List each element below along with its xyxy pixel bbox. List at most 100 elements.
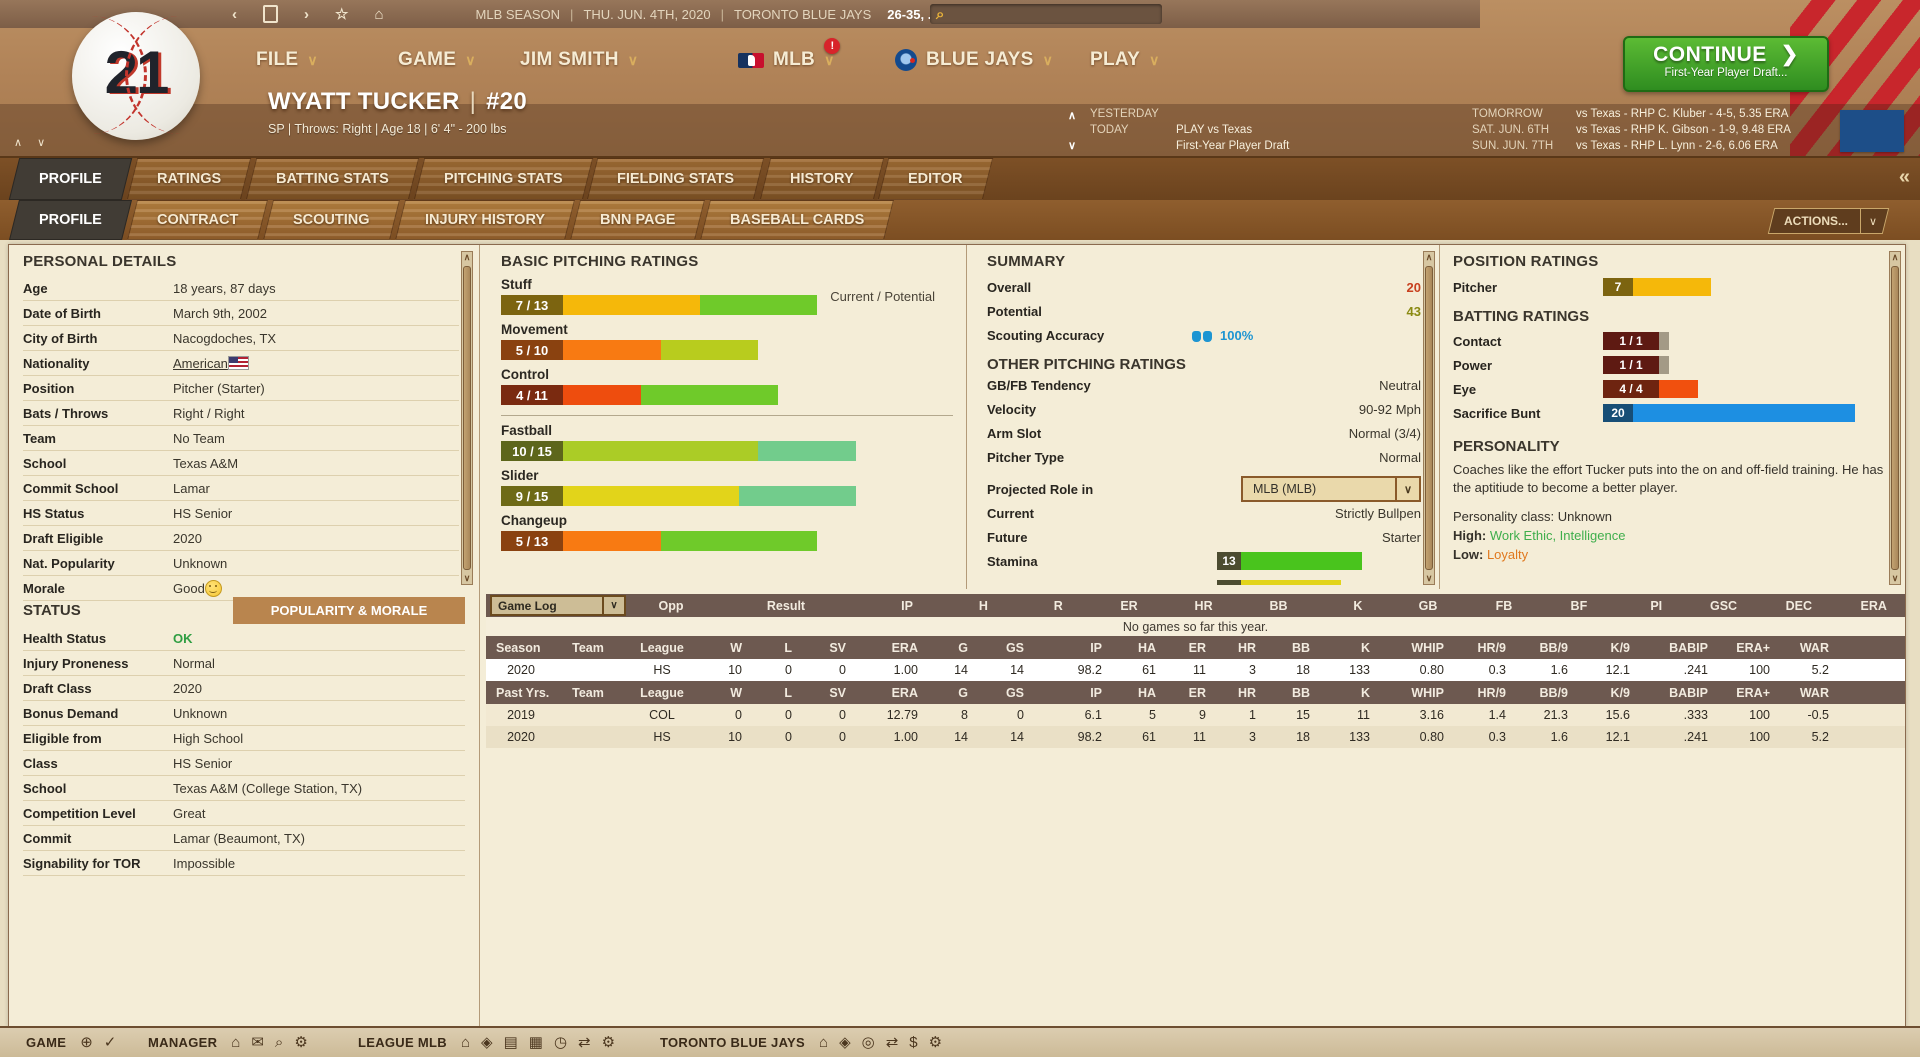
gear-icon[interactable]: ⚙ xyxy=(294,1034,308,1051)
continue-button[interactable]: CONTINUE ❯ First-Year Player Draft... xyxy=(1623,36,1829,92)
home-icon[interactable]: ⌂ xyxy=(819,1034,829,1051)
stats-cell: BABIP xyxy=(1669,685,1708,700)
future-role-value: Starter xyxy=(1381,529,1421,545)
projected-role-dropdown[interactable]: MLB (MLB) ∨ xyxy=(1241,476,1421,502)
collapse-panel-icon[interactable]: « xyxy=(1898,166,1910,188)
detail-row: Nat. Popularity Unknown xyxy=(23,551,459,576)
scrollbar-right[interactable]: ∧ ∨ xyxy=(1889,251,1901,585)
game-log-column-header: PI xyxy=(1650,598,1663,613)
detail-value: Lamar xyxy=(173,480,210,496)
bottom-section-label[interactable]: TORONTO BLUE JAYS xyxy=(660,1035,806,1050)
rating-row: Eye 4 / 4 xyxy=(1453,377,1887,401)
stats-cell: 0 xyxy=(785,708,792,722)
table-row[interactable]: 2020 HS 10 0 0 1.00 14 14 98.2 61 11 3 18 133 0.80 0.3 1… xyxy=(486,726,1905,748)
target-icon[interactable]: ◎ xyxy=(861,1034,875,1051)
menu-play[interactable]: PLAY ∨ xyxy=(1090,36,1159,84)
scroll-thumb[interactable] xyxy=(1891,266,1899,570)
game-log-column-header: FB xyxy=(1495,598,1513,613)
tab-profile[interactable]: PROFILE xyxy=(8,158,133,200)
detail-label: Injury Proneness xyxy=(23,655,129,671)
rating-name: Power xyxy=(1453,357,1493,373)
subtab-contract[interactable]: CONTRACT xyxy=(126,200,269,240)
forward-icon[interactable]: › xyxy=(304,5,309,23)
binoculars-icon xyxy=(1192,329,1212,342)
stats-cell: 15 xyxy=(1296,708,1310,722)
scroll-up-icon[interactable]: ∧ xyxy=(1891,252,1899,262)
tab-pitching-stats[interactable]: PITCHING STATS xyxy=(413,158,593,200)
pin-icon[interactable]: ◈ xyxy=(839,1034,851,1051)
menu-jim-smith[interactable]: JIM SMITH ∨ xyxy=(520,36,638,84)
menu-game[interactable]: GAME ∨ xyxy=(398,36,475,84)
search-icon[interactable]: ⌕ xyxy=(274,1034,284,1051)
subtab-scouting[interactable]: SCOUTING xyxy=(263,200,400,240)
rating-value-label: 9 / 15 xyxy=(501,486,563,506)
dollar-icon[interactable]: $ xyxy=(909,1034,918,1051)
check-icon[interactable]: ✓ xyxy=(103,1034,117,1051)
scroll-down-icon[interactable]: ∨ xyxy=(1891,573,1899,583)
table-row[interactable]: 2019 COL 0 0 0 12.79 8 0 6.1 5 9 1 15 11 3.16 1.4 21.3 15… xyxy=(486,704,1905,726)
subtab-baseball-cards[interactable]: BASEBALL CARDS xyxy=(700,200,895,240)
subtab-injury-history[interactable]: INJURY HISTORY xyxy=(394,200,575,240)
home-icon[interactable]: ⌂ xyxy=(231,1034,241,1051)
schedule-collapse-up-icon[interactable]: ∧ xyxy=(1068,110,1077,122)
bottom-section-label[interactable]: GAME xyxy=(26,1035,67,1050)
position-ratings-panel: POSITION RATINGS Pitcher 7 BATTING RATING… xyxy=(1453,253,1887,585)
globe-icon[interactable]: ⊕ xyxy=(80,1034,93,1051)
bottom-toolbar: GAME ⊕ ✓ MANAGER ⌂ ✉ ⌕ ⚙ LEAGUE MLB ⌂ ◈ ▤ ▦ ◷ ⇄ ⚙ TORONT… xyxy=(0,1026,1920,1057)
trade-icon[interactable]: ⇄ xyxy=(578,1034,591,1051)
menu-blue-jays[interactable]: BLUE JAYS ∨ xyxy=(895,36,1053,84)
home-icon[interactable]: ⌂ xyxy=(460,1034,471,1051)
rating-value-label: 5 / 13 xyxy=(501,531,563,551)
scroll-down-icon[interactable]: ∨ xyxy=(1425,573,1433,583)
stats-cell: SV xyxy=(829,640,846,655)
card-icon[interactable]: ▤ xyxy=(503,1034,518,1051)
gear-icon[interactable]: ⚙ xyxy=(601,1034,616,1051)
home-icon[interactable]: ⌂ xyxy=(374,5,384,23)
tab-fielding-stats[interactable]: FIELDING STATS xyxy=(587,158,765,200)
game-log-column-header: ER xyxy=(1120,598,1138,613)
scroll-down-icon[interactable]: ∨ xyxy=(463,573,471,583)
tab-popularity-morale[interactable]: POPULARITY & MORALE xyxy=(233,597,465,624)
tab-status[interactable]: STATUS xyxy=(23,602,81,619)
schedule-day-label: YESTERDAY xyxy=(1090,108,1159,120)
detail-value: Texas A&M (College Station, TX) xyxy=(173,780,363,796)
scroll-thumb[interactable] xyxy=(463,266,471,570)
tab-history[interactable]: HISTORY xyxy=(759,158,884,200)
tab-ratings[interactable]: RATINGS xyxy=(126,158,252,200)
subtab-profile[interactable]: PROFILE xyxy=(9,200,132,240)
scroll-up-icon[interactable]: ∧ xyxy=(463,252,471,262)
stats-cell: HR/9 xyxy=(1477,685,1506,700)
favorite-star-icon[interactable]: ☆ xyxy=(335,6,349,23)
detail-label: Commit xyxy=(23,830,72,846)
tab-editor[interactable]: EDITOR xyxy=(877,158,993,200)
summary-label: GB/FB Tendency xyxy=(987,377,1091,393)
window-icon[interactable] xyxy=(263,5,278,23)
actions-button[interactable]: ACTIONS... ∨ xyxy=(1767,208,1890,234)
panel-collapse-arrows[interactable]: ∧ ∨ xyxy=(14,137,52,149)
gear-icon[interactable]: ⚙ xyxy=(928,1034,943,1051)
table-row[interactable]: 2020 HS 10 0 0 1.00 14 14 98.2 61 11 3 18 133 0.80 0.3 1… xyxy=(486,659,1905,681)
bottom-section-label[interactable]: LEAGUE MLB xyxy=(358,1035,447,1050)
detail-value[interactable]: American xyxy=(173,355,228,371)
game-log-dropdown[interactable]: Game Log ∨ xyxy=(490,595,626,616)
tab-batting-stats[interactable]: BATTING STATS xyxy=(245,158,420,200)
pin-icon[interactable]: ◈ xyxy=(481,1034,493,1051)
scrollbar-personal[interactable]: ∧ ∨ xyxy=(461,251,473,585)
batting-ratings-title: BATTING RATINGS xyxy=(1453,308,1590,325)
rating-row: Sacrifice Bunt 20 xyxy=(1453,401,1887,425)
bottom-section-label[interactable]: MANAGER xyxy=(148,1035,218,1050)
schedule-collapse-down-icon[interactable]: ∨ xyxy=(1068,140,1077,152)
subtab-bnn-page[interactable]: BNN PAGE xyxy=(569,200,706,240)
trade-icon[interactable]: ⇄ xyxy=(885,1034,899,1051)
scroll-thumb[interactable] xyxy=(1425,266,1433,570)
scroll-up-icon[interactable]: ∧ xyxy=(1425,252,1433,262)
menu-mlb[interactable]: MLB ∨! xyxy=(738,36,841,84)
clock-icon[interactable]: ◷ xyxy=(553,1034,568,1051)
mail-icon[interactable]: ✉ xyxy=(251,1034,264,1051)
back-icon[interactable]: ‹ xyxy=(232,5,237,23)
search-input[interactable]: ⌕ xyxy=(930,4,1162,24)
menu-file[interactable]: FILE ∨ xyxy=(256,36,318,84)
rating-value-label: 1 / 1 xyxy=(1603,332,1659,350)
chart-icon[interactable]: ▦ xyxy=(528,1034,543,1051)
scrollbar-summary[interactable]: ∧ ∨ xyxy=(1423,251,1435,585)
